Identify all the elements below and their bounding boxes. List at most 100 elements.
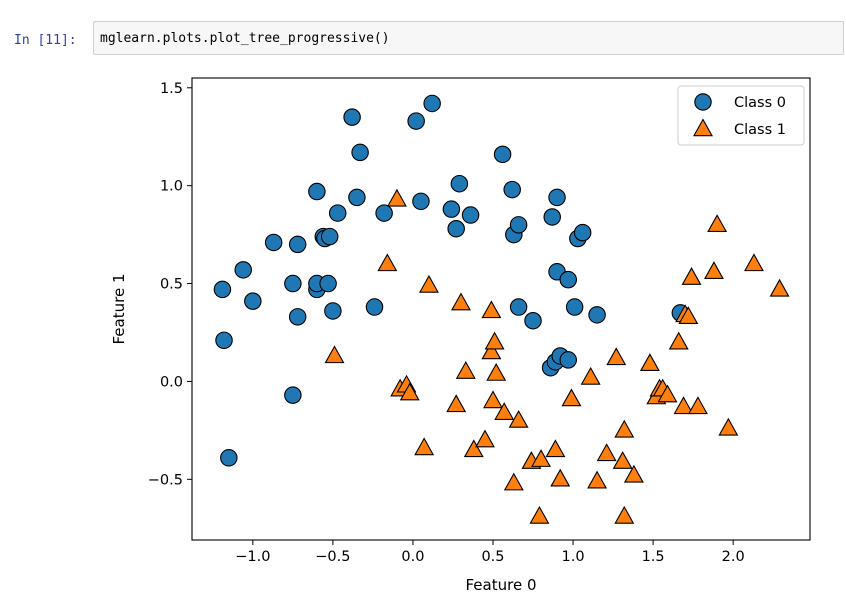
x-tick-label: 1.0 (562, 549, 585, 565)
legend: Class 0 Class 1 (677, 85, 805, 146)
class-1-point (486, 362, 507, 381)
legend-class-1-marker (693, 118, 713, 137)
class-1-point (481, 300, 502, 319)
class-0-point (308, 182, 326, 201)
class-1-point (668, 331, 689, 350)
class-0-point (348, 188, 366, 207)
class-1-point (678, 306, 699, 325)
class-0-point (493, 145, 512, 164)
x-tick-label: −0.5 (315, 549, 350, 565)
class-1-point (451, 292, 471, 311)
scatter-plot: −1.0 −0.5 0.0 0.5 1.0 1.5 2.0 −0.5 0.0 0.5 1.0 1.5… (110, 77, 811, 594)
plot-frame (191, 77, 811, 541)
class-1-point (744, 253, 764, 272)
class-1-point (587, 470, 608, 489)
class-1-point (377, 253, 398, 272)
y-axis-label: Feature 1 (110, 274, 128, 345)
code-text[interactable]: mglearn.plots.plot_tree_progressive() (100, 31, 390, 46)
class-1-point (414, 437, 435, 456)
class-0-point (412, 192, 430, 211)
y-tick-label: 0.0 (160, 374, 183, 390)
class-0-point (559, 270, 577, 289)
class-1-point (657, 384, 678, 403)
y-axis-ticks: −0.5 0.0 0.5 1.0 1.5 (148, 81, 192, 488)
class-0-point (288, 308, 307, 326)
class-0-point (264, 233, 283, 252)
class-0-point (284, 274, 302, 293)
class-1-point (494, 402, 515, 420)
class-1-point (399, 382, 420, 401)
code-input-area[interactable]: mglearn.plots.plot_tree_progressive() (93, 21, 844, 55)
class-0-point (588, 306, 606, 324)
class-0-point (375, 204, 393, 222)
class-1-point (612, 451, 633, 469)
class-0-point (565, 298, 584, 316)
cell-output: −1.0 −0.5 0.0 0.5 1.0 1.5 2.0 −0.5 0.0 0.5 1.0 1.5… (100, 64, 830, 604)
class-1-point (483, 390, 503, 409)
y-tick-label: 1.0 (160, 179, 183, 195)
class-0-point (548, 188, 566, 207)
class-1-point (614, 505, 635, 524)
class-0-point (220, 449, 238, 467)
class-1-point (614, 419, 635, 438)
class-1-point (550, 468, 571, 487)
class-1-point (718, 417, 739, 436)
class-1-point (455, 361, 476, 379)
x-tick-label: 0.5 (481, 549, 504, 565)
class-0-point (351, 143, 369, 162)
class-0-point (328, 204, 347, 222)
x-tick-label: −1.0 (235, 549, 270, 565)
x-tick-label: 2.0 (722, 549, 745, 565)
class-0-point (503, 180, 521, 199)
class-0-point (573, 223, 592, 242)
class-0-point (320, 227, 339, 246)
class-1-point (606, 347, 627, 366)
class-0-point (450, 174, 469, 193)
class-0-point (234, 261, 252, 279)
class-0-point (442, 200, 461, 218)
class-1-point (503, 472, 524, 491)
class-1-point (484, 331, 505, 350)
class-1-point (703, 261, 724, 280)
plot-points (213, 94, 790, 524)
class-1-point (529, 505, 550, 524)
y-tick-label: 0.5 (160, 277, 183, 293)
class-0-point (407, 112, 425, 130)
class-1-point (463, 439, 484, 458)
y-tick-label: 1.5 (160, 81, 183, 97)
x-axis-label: Feature 0 (466, 576, 537, 594)
class-0-point (324, 302, 342, 320)
class-0-point (319, 274, 337, 293)
legend-class-0-marker (694, 93, 712, 111)
class-0-point (215, 331, 233, 350)
class-1-point (687, 396, 708, 415)
class-0-point (213, 280, 232, 299)
legend-class-1-label: Class 1 (734, 122, 786, 138)
class-1-point (475, 429, 495, 448)
class-1-point (596, 443, 617, 462)
x-tick-label: 0.0 (401, 549, 424, 565)
legend-class-0-label: Class 0 (734, 95, 786, 111)
class-0-point (524, 311, 542, 330)
class-1-point (418, 274, 439, 293)
class-1-point (508, 409, 529, 428)
class-0-point (365, 298, 384, 316)
class-1-point (481, 341, 502, 360)
class-1-point (681, 267, 702, 285)
input-prompt: In [11]: (14, 33, 77, 48)
x-tick-label: 1.5 (642, 549, 665, 565)
class-1-point (531, 449, 551, 467)
class-0-point (543, 208, 561, 226)
class-0-point (509, 216, 528, 234)
x-axis-ticks: −1.0 −0.5 0.0 0.5 1.0 1.5 2.0 (235, 540, 745, 565)
class-1-point (707, 214, 728, 233)
class-0-point (288, 235, 307, 254)
y-tick-label: −0.5 (148, 472, 183, 488)
class-0-point (284, 386, 302, 404)
class-1-point (580, 366, 601, 385)
class-0-point (461, 206, 480, 224)
class-1-point (673, 396, 694, 415)
class-1-point (639, 353, 660, 372)
class-0-point (509, 298, 528, 316)
